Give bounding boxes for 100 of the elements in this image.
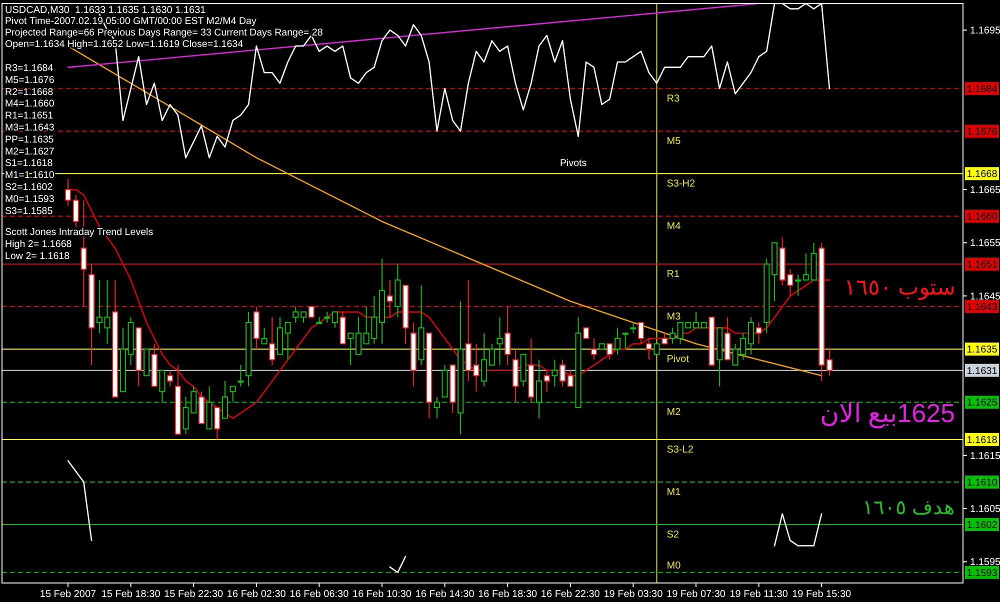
ref-line-label: 1.1610 bbox=[966, 477, 998, 488]
text: S2=1.1602 bbox=[5, 182, 53, 193]
x-tick-label: 16 Feb 18:30 bbox=[478, 589, 538, 600]
candlestick bbox=[795, 274, 802, 296]
x-tick-label: 15 Feb 2007 bbox=[40, 589, 97, 600]
candlestick bbox=[72, 194, 79, 228]
candlestick bbox=[292, 306, 299, 323]
candlestick bbox=[332, 311, 338, 328]
candlestick bbox=[488, 343, 495, 366]
ref-line-label: 1.1635 bbox=[966, 344, 998, 356]
annotation: R3 bbox=[666, 94, 680, 105]
y-tick-label: 1.1595 bbox=[970, 557, 1000, 568]
y-tick-label: 1.1655 bbox=[970, 238, 1000, 250]
annotation: M0 bbox=[666, 560, 682, 572]
annotation: High 2= 1.1668 bbox=[5, 239, 72, 250]
x-tick-label: 16 Feb 02:30 bbox=[226, 589, 286, 600]
candlestick bbox=[504, 306, 511, 366]
annotation: M3 bbox=[666, 312, 682, 323]
candlestick bbox=[552, 359, 558, 387]
annotation: M1 bbox=[666, 486, 682, 498]
candlestick bbox=[355, 316, 362, 355]
ref-line-label: 1.1625 bbox=[966, 398, 998, 409]
annotation: S3-L2 bbox=[666, 444, 694, 456]
candlestick bbox=[167, 370, 174, 387]
ref-line-label: 1.1668 bbox=[966, 169, 998, 180]
x-tick-label: 15 Feb 22:30 bbox=[164, 589, 224, 600]
candlestick bbox=[348, 332, 354, 366]
candlestick bbox=[214, 407, 220, 440]
text: M2=1.1627 bbox=[5, 146, 54, 158]
x-tick-label: 16 Feb 10:30 bbox=[352, 589, 412, 600]
ref-line-label: 1.1618 bbox=[966, 434, 998, 446]
annotation: M5 bbox=[666, 136, 682, 148]
text: R2=1.1668 bbox=[5, 86, 54, 98]
text: M0=1.1593 bbox=[5, 194, 55, 205]
ref-line-label: 1.1602 bbox=[966, 520, 998, 532]
candlestick bbox=[646, 338, 652, 360]
candlestick bbox=[662, 332, 668, 344]
candlestick bbox=[622, 332, 628, 350]
x-tick-label: 16 Feb 14:30 bbox=[415, 589, 475, 600]
ref-line-label: 1.1651 bbox=[966, 260, 998, 271]
text: PP=1.1635 bbox=[5, 134, 54, 146]
candlestick bbox=[693, 311, 699, 328]
candlestick bbox=[316, 316, 322, 324]
candlestick bbox=[65, 178, 71, 206]
candlestick bbox=[748, 316, 754, 355]
text: S3=1.1585 bbox=[5, 206, 54, 217]
candlestick bbox=[638, 322, 644, 344]
chart-title: USDCAD,M30 1.1633 1.1635 1.1630 1.1631 bbox=[5, 5, 206, 16]
candlestick bbox=[300, 311, 306, 323]
candlestick bbox=[261, 327, 268, 344]
annotation: 1625بيع الان bbox=[820, 398, 955, 430]
text: R3=1.1684 bbox=[5, 63, 54, 74]
candlestick bbox=[544, 370, 550, 392]
y-tick-label: 1.1605 bbox=[970, 504, 1000, 516]
annotation: Pivot Time-2007.02.19 05:00 GMT/00:00 EST M2/M4 Day bbox=[5, 16, 256, 27]
y-tick-label: 1.1695 bbox=[970, 26, 1000, 37]
ref-line-label: 1.1593 bbox=[966, 568, 998, 579]
annotation: M2 bbox=[666, 407, 682, 418]
x-tick-label: 19 Feb 11:30 bbox=[730, 589, 788, 600]
candlestick bbox=[560, 359, 566, 387]
candlestick bbox=[614, 327, 620, 355]
x-tick-label: 19 Feb 03:30 bbox=[604, 589, 664, 600]
y-tick-label: 1.1665 bbox=[970, 185, 1000, 196]
x-tick-label: 19 Feb 15:30 bbox=[792, 589, 852, 600]
candlestick bbox=[567, 370, 574, 387]
x-tick-label: 19 Feb 07:30 bbox=[666, 589, 726, 600]
annotation: Pivots bbox=[560, 158, 587, 169]
candlestick bbox=[324, 311, 330, 323]
text: ستوب ١٦٥٠ bbox=[844, 274, 955, 301]
x-tick-label: 15 Feb 18:30 bbox=[101, 589, 161, 600]
ref-line-label: 1.1684 bbox=[966, 84, 998, 96]
candlestick bbox=[590, 338, 597, 360]
candlestick bbox=[583, 327, 590, 339]
candlestick bbox=[496, 316, 503, 366]
candlestick bbox=[481, 332, 488, 387]
annotation: R1 bbox=[666, 269, 680, 280]
y-tick-label: 1.1645 bbox=[970, 291, 1000, 302]
candlestick bbox=[386, 279, 393, 318]
annotation: S3-H2 bbox=[666, 178, 696, 190]
ref-line-label: 1.1660 bbox=[966, 212, 998, 223]
y-tick-label: 1.1615 bbox=[970, 450, 1000, 462]
candlestick bbox=[630, 322, 636, 334]
x-tick-label: 16 Feb 22:30 bbox=[540, 589, 600, 600]
candlestick bbox=[104, 279, 110, 344]
candlestick bbox=[96, 279, 102, 334]
candlestick bbox=[669, 327, 676, 344]
candlestick bbox=[802, 252, 809, 280]
candlestick bbox=[434, 396, 440, 419]
text: هدف ١٦٠٥ bbox=[862, 497, 955, 519]
candlestick bbox=[826, 348, 832, 376]
candlestick bbox=[654, 343, 660, 355]
text: M5=1.1676 bbox=[5, 74, 55, 86]
candlestick bbox=[238, 364, 244, 387]
text: R1=1.1651 bbox=[5, 110, 54, 122]
candlestick bbox=[756, 322, 762, 344]
candlestick bbox=[308, 306, 314, 318]
annotation: S2 bbox=[666, 530, 680, 541]
ref-line-label: 1.1631 bbox=[966, 366, 998, 377]
candlestick bbox=[269, 316, 276, 366]
text: M4=1.1660 bbox=[5, 98, 55, 110]
